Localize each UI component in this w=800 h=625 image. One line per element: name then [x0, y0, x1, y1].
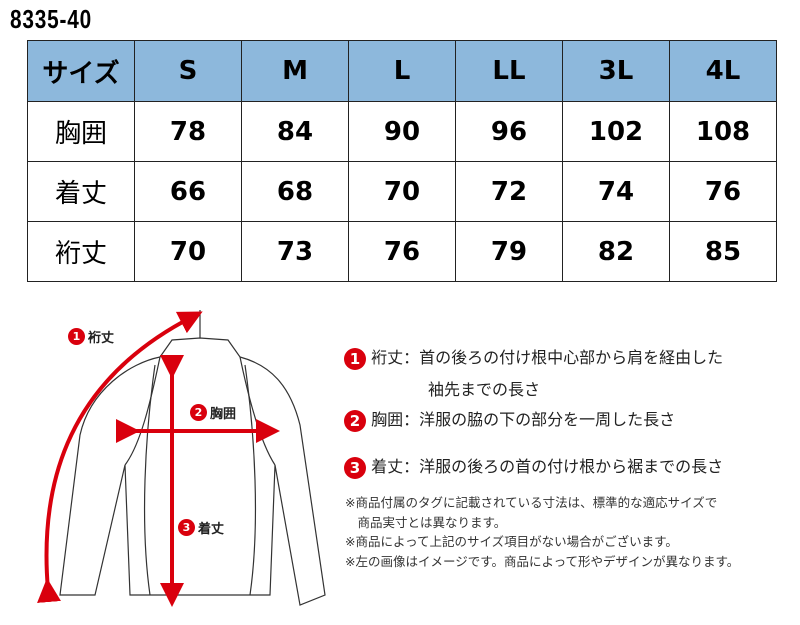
label-text: 着丈 [198, 522, 225, 537]
header-cell: M [241, 40, 349, 102]
table-cell: 90 [348, 101, 456, 162]
jacket-diagram [37, 310, 326, 607]
separator: ： [403, 410, 420, 429]
table-cell: 84 [241, 101, 349, 162]
table-row: 胸囲 78 84 90 96 102 108 [27, 101, 777, 162]
table-header-row: サイズ S M L LL 3L 4L [27, 40, 777, 102]
table-cell: 76 [348, 221, 456, 282]
table-cell: 73 [241, 221, 349, 282]
term: 胸囲 [371, 410, 404, 429]
term: 裄丈 [371, 348, 404, 367]
separator: ： [403, 457, 420, 476]
description-text: 洋服の脇の下の部分を一周した長さ [419, 410, 676, 429]
note: ※商品によって上記のサイズ項目がない場合がございます。 [345, 534, 678, 549]
table-cell: 68 [241, 161, 349, 222]
table-cell: 70 [134, 221, 242, 282]
table-cell: 96 [455, 101, 563, 162]
jacket-outline [59, 310, 326, 606]
table-cell: 76 [669, 161, 777, 222]
note: ※左の画像はイメージです。商品によって形やデザインが異なります。 [345, 553, 740, 569]
row-label: 胸囲 [27, 101, 135, 162]
description-text: 袖先までの長さ [428, 379, 541, 399]
note: 商品実寸とは異なります。 [345, 514, 507, 530]
table-cell: 78 [134, 101, 242, 162]
description-chest: 2 胸囲：洋服の脇の下の部分を一周した長さ [344, 406, 675, 432]
header-cell: サイズ [27, 40, 135, 102]
label-text: 胸囲 [210, 407, 237, 422]
table-cell: 74 [562, 161, 670, 222]
header-cell: LL [455, 40, 563, 102]
header-cell: 3L [562, 40, 670, 102]
table-cell: 79 [455, 221, 563, 282]
measurement-arrows [37, 311, 280, 607]
header-cell: L [348, 40, 456, 102]
label-sleeve-length: 1 裄丈 [68, 327, 114, 346]
table-cell: 108 [669, 101, 777, 162]
description-sleeve-length: 1 裄丈：首の後ろの付け根中心部から肩を経由した 袖先までの長さ [344, 344, 723, 400]
product-code: 8335-40 [10, 4, 92, 34]
header-cell: 4L [669, 40, 777, 102]
description-body-length: 3 着丈：洋服の後ろの首の付け根から裾までの長さ [344, 453, 723, 479]
number-badge: 2 [190, 404, 207, 421]
table-cell: 70 [348, 161, 456, 222]
table-row: 着丈 66 68 70 72 74 76 [27, 161, 777, 222]
table-cell: 66 [134, 161, 242, 222]
number-badge: 1 [68, 328, 85, 345]
table-row: 裄丈 70 73 76 79 82 85 [27, 221, 777, 282]
table-cell: 82 [562, 221, 670, 282]
size-table: サイズ S M L LL 3L 4L 胸囲 78 84 90 96 102 10… [27, 40, 777, 282]
row-label: 着丈 [27, 161, 135, 222]
number-badge: 3 [178, 519, 195, 536]
label-chest: 2 胸囲 [190, 403, 236, 422]
notes: ※商品付属のタグに記載されている寸法は、標準的な適応サイズで 商品実寸とは異なり… [345, 493, 739, 571]
number-badge: 1 [344, 347, 366, 370]
label-text: 裄丈 [88, 331, 115, 346]
row-label: 裄丈 [27, 221, 135, 282]
header-cell: S [134, 40, 242, 102]
number-badge: 2 [344, 409, 366, 432]
table-cell: 102 [562, 101, 670, 162]
number-badge: 3 [344, 456, 366, 479]
separator: ： [403, 348, 420, 367]
table-cell: 85 [669, 221, 777, 282]
description-text: 洋服の後ろの首の付け根から裾までの長さ [419, 457, 724, 476]
table-cell: 72 [455, 161, 563, 222]
label-body-length: 3 着丈 [178, 518, 224, 537]
term: 着丈 [371, 457, 404, 476]
description-text: 首の後ろの付け根中心部から肩を経由した [419, 348, 724, 367]
note: ※商品付属のタグに記載されている寸法は、標準的な適応サイズで [345, 495, 718, 510]
